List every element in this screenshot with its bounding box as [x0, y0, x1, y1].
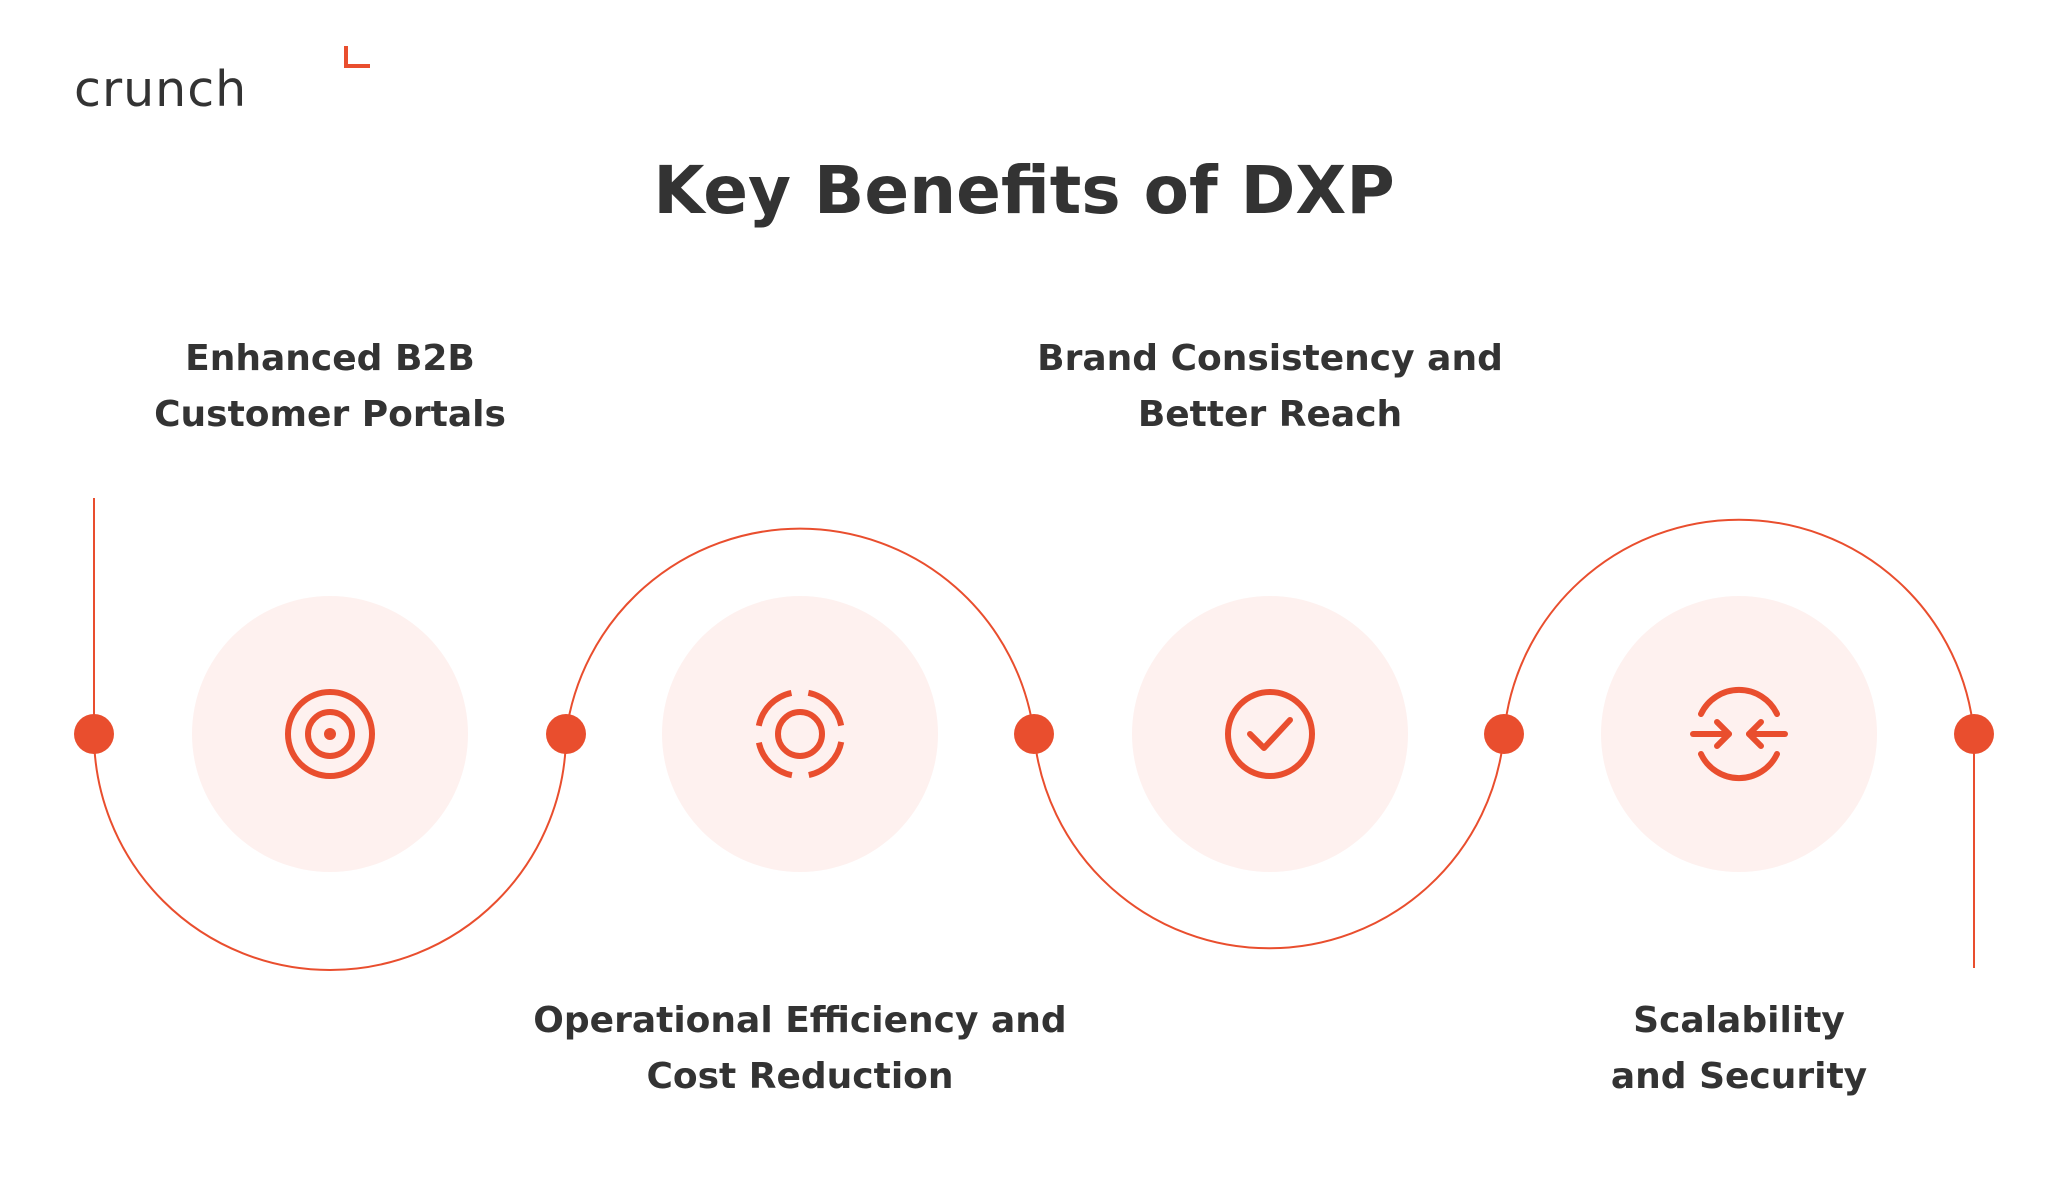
icon-halo-3	[1132, 596, 1408, 872]
benefit-label-enhanced-b2b: Enhanced B2B Customer Portals	[10, 331, 650, 443]
timeline-arc-2	[565, 527, 1035, 735]
timeline-arc-4	[1503, 518, 1975, 735]
benefit-label-operational-efficiency: Operational Efficiency and Cost Reductio…	[480, 993, 1120, 1105]
brand-logo[interactable]: crunch	[74, 44, 370, 118]
icon-halo-2	[662, 596, 938, 872]
timeline-arc-3	[1033, 733, 1505, 950]
timeline-arc-1	[93, 733, 567, 971]
benefit-label-line: Cost Reduction	[646, 1056, 954, 1097]
logo-text: crunch	[74, 61, 248, 118]
converge-arrows-icon	[1690, 686, 1788, 782]
benefit-label-line: Brand Consistency and	[1037, 338, 1503, 379]
target-icon	[285, 689, 375, 779]
icon-halo-4	[1601, 596, 1877, 872]
check-circle-icon	[1225, 689, 1315, 779]
benefit-label-line: Better Reach	[1137, 394, 1403, 435]
benefit-label-line: Enhanced B2B	[185, 338, 475, 379]
benefit-label-line: Customer Portals	[154, 394, 506, 435]
timeline-node-2	[546, 714, 586, 754]
page-title: Key Benefits of DXP	[653, 152, 1395, 229]
timeline-node-3	[1014, 714, 1054, 754]
benefit-label-line: and Security	[1610, 1056, 1868, 1097]
benefit-label-line: Scalability	[1633, 1000, 1845, 1041]
timeline-node-1	[74, 714, 114, 754]
benefit-label-line: Operational Efficiency and	[533, 1000, 1067, 1041]
timeline-node-5	[1954, 714, 1994, 754]
timeline-node-4	[1484, 714, 1524, 754]
benefit-label-brand-consistency: Brand Consistency and Better Reach	[950, 331, 1590, 443]
dashed-ring-icon	[755, 689, 845, 779]
benefit-label-scalability: Scalability and Security	[1419, 993, 2048, 1105]
logo-corner-icon	[344, 46, 370, 68]
